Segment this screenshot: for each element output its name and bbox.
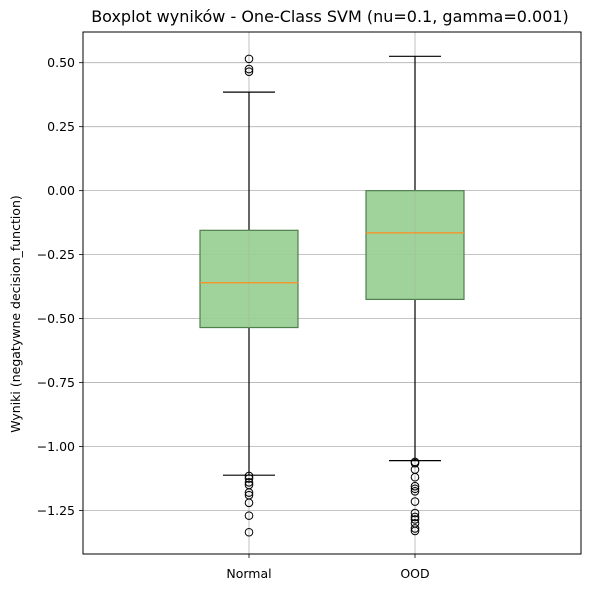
outlier-point	[410, 515, 420, 524]
box-group-normal	[199, 54, 299, 537]
outlier-point	[410, 508, 420, 518]
y-tick-label: −0.25	[37, 247, 75, 262]
outlier-point	[244, 478, 254, 487]
outlier-point	[244, 498, 254, 508]
y-tick-label: −0.75	[37, 375, 75, 390]
outlier-point	[410, 526, 420, 536]
y-tick-label: −0.50	[37, 311, 75, 326]
outlier-point	[244, 471, 254, 481]
outlier-point	[410, 472, 420, 482]
outlier-point	[410, 481, 420, 491]
y-tick-label: −1.25	[37, 503, 75, 518]
ticks: 0.50 0.25 0.00 −0.25 −0.50 −0.75 −1.00 −1.25 Nor…	[37, 55, 430, 581]
outlier-point	[410, 524, 420, 533]
outlier-point	[244, 54, 254, 64]
y-tick-label: −1.00	[37, 439, 75, 454]
outlier-point	[244, 527, 254, 537]
x-tick-label: OOD	[400, 566, 429, 581]
chart-title: Boxplot wyników - One-Class SVM (nu=0.1,…	[91, 7, 569, 26]
x-tick-label: Normal	[226, 566, 271, 581]
plot-area-frame	[82, 31, 582, 555]
outlier-point	[410, 484, 420, 494]
y-tick-label: 0.25	[47, 119, 75, 134]
outlier-point	[410, 497, 420, 506]
y-axis-label: Wyniki (negatywne decision_function)	[8, 195, 23, 433]
y-tick-label: 0.00	[47, 183, 75, 198]
outlier-point	[244, 67, 254, 76]
box-group-ood	[365, 55, 465, 536]
outlier-point	[410, 458, 420, 468]
outlier-point	[410, 487, 420, 496]
outlier-point	[410, 512, 420, 522]
grid	[83, 32, 581, 554]
outlier-point	[244, 64, 254, 74]
y-tick-label: 0.50	[47, 55, 75, 70]
boxes	[199, 54, 465, 537]
outlier-point	[244, 488, 254, 497]
outlier-point	[244, 511, 254, 520]
outlier-point	[244, 474, 254, 483]
